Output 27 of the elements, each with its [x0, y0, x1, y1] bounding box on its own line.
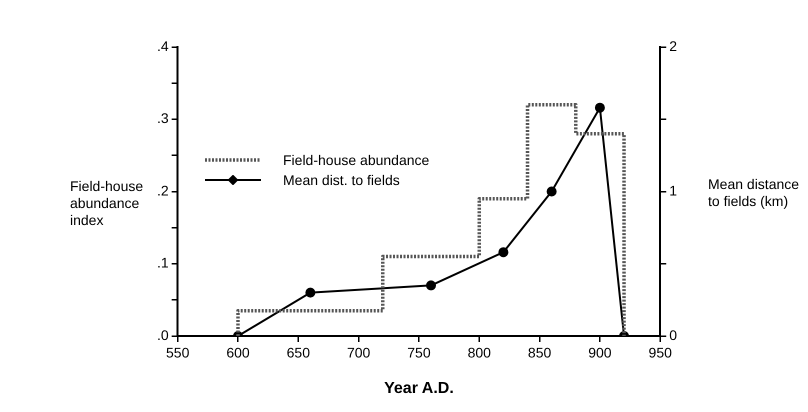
- point: [546, 186, 557, 196]
- y-tick-label: .4: [156, 38, 169, 54]
- x-tick-label: 750: [407, 344, 431, 360]
- y2-axis-title: Mean distance to fields (km): [708, 176, 800, 210]
- point: [305, 288, 316, 298]
- x-tick-label: 800: [468, 344, 492, 360]
- y-tick-label: .2: [156, 182, 169, 198]
- y2-tick-label: 2: [669, 38, 678, 54]
- x-tick-label: 650: [286, 344, 310, 360]
- y2-tick-label: 0: [669, 326, 678, 343]
- x-tick-label: 600: [226, 344, 250, 360]
- x-tick-label: 700: [346, 344, 371, 360]
- legend-label: Field-house abundance: [283, 152, 430, 168]
- y-tick-label: .1: [156, 254, 169, 271]
- point: [498, 247, 508, 258]
- point: [594, 102, 605, 113]
- x-axis-title: Year A.D.: [384, 380, 454, 397]
- y-tick-label: .0: [156, 326, 169, 343]
- legend-label: Mean dist. to fields: [283, 172, 400, 188]
- point: [426, 280, 436, 290]
- x-tick-label: 850: [528, 344, 552, 360]
- x-tick-label: 900: [588, 344, 612, 360]
- y-tick-label: .3: [156, 110, 169, 126]
- y-axis-title: Field-house abundance index: [70, 178, 144, 229]
- y2-tick-label: 1: [669, 182, 678, 198]
- x-tick-label: 550: [166, 344, 190, 360]
- x-tick-label: 950: [648, 344, 672, 360]
